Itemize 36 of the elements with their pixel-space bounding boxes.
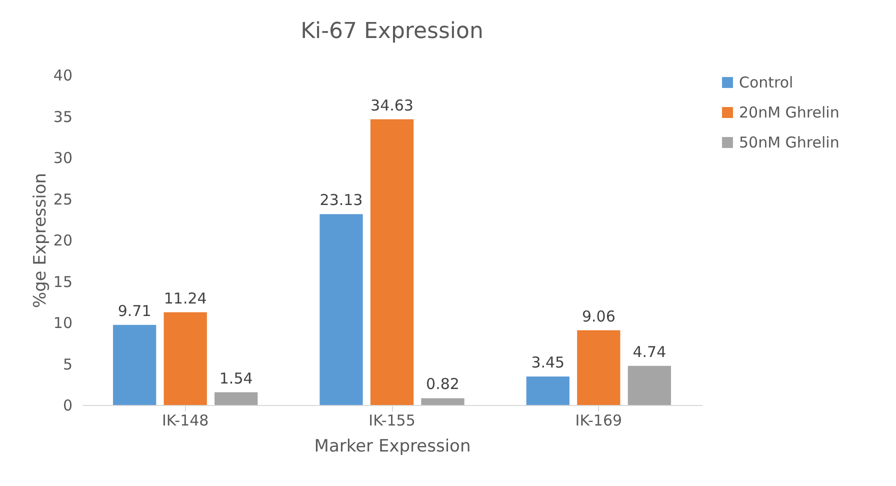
bar [164,312,207,405]
bar [421,398,464,405]
y-tick-label: 40 [53,66,72,84]
data-label: 4.74 [632,342,666,361]
chart-title: Ki-67 Expression [300,19,484,44]
bar [526,376,570,405]
bar [214,392,258,405]
x-tick-label: IK-169 [575,412,622,430]
data-label: 34.63 [370,96,414,114]
data-label: 9.71 [118,302,152,320]
y-tick-label: 0 [62,396,72,414]
x-tick-label: IK-148 [162,412,209,430]
y-tick-label: 30 [53,149,72,167]
data-label: 23.13 [320,191,363,210]
data-label: 1.54 [219,369,253,388]
data-label: 0.82 [426,375,460,394]
data-label: 9.06 [582,307,616,326]
y-tick-label: 10 [53,314,72,332]
legend-label: Control [739,74,794,92]
bar [577,330,620,405]
bar [628,366,671,405]
data-label: 3.45 [531,354,565,372]
x-axis-title: Marker Expression [314,436,471,456]
bar [370,119,414,405]
y-tick-label: 5 [62,355,72,374]
bar [113,324,156,405]
y-tick-label: 15 [53,272,72,291]
data-label: 11.24 [164,289,207,308]
legend-label: 20nM Ghrelin [739,104,840,122]
bar [320,214,363,405]
y-tick-label: 25 [53,190,72,208]
legend-label: 50nM Ghrelin [739,134,840,152]
x-tick-label: IK-155 [368,412,416,430]
y-axis-title: %ge Expression [30,172,50,308]
y-tick-label: 20 [53,232,72,250]
y-tick-label: 35 [53,108,72,126]
